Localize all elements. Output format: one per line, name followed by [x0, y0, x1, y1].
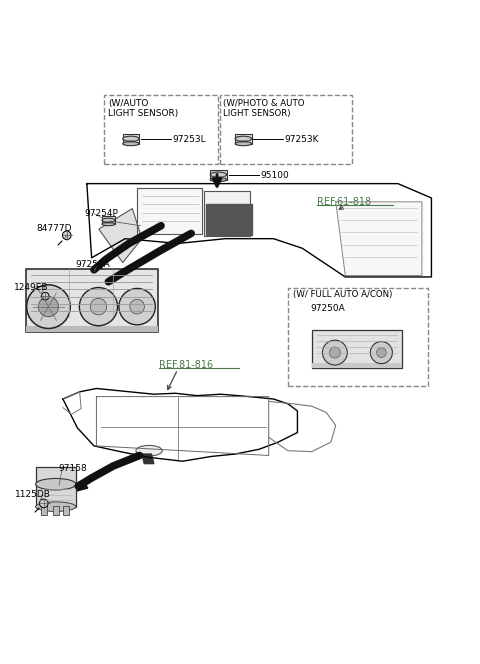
Ellipse shape — [102, 218, 115, 222]
Bar — [102, 216, 115, 224]
Bar — [26, 326, 157, 332]
Ellipse shape — [136, 446, 162, 456]
Circle shape — [130, 299, 144, 314]
Bar — [123, 133, 139, 143]
Text: 95100: 95100 — [261, 171, 289, 179]
Text: REF.61-818: REF.61-818 — [317, 197, 371, 207]
Text: (W/PHOTO & AUTO: (W/PHOTO & AUTO — [223, 99, 305, 108]
Polygon shape — [206, 204, 252, 235]
Ellipse shape — [36, 502, 76, 511]
Circle shape — [39, 499, 48, 508]
Bar — [36, 467, 76, 507]
Circle shape — [329, 347, 340, 358]
Ellipse shape — [235, 141, 252, 145]
Bar — [235, 133, 252, 143]
Ellipse shape — [210, 177, 227, 181]
Polygon shape — [84, 266, 104, 276]
Bar — [288, 288, 428, 386]
Ellipse shape — [102, 222, 115, 226]
Bar — [41, 506, 47, 515]
Circle shape — [90, 298, 107, 315]
Polygon shape — [99, 208, 142, 262]
Bar — [210, 169, 227, 179]
Polygon shape — [204, 191, 250, 236]
Bar — [63, 506, 69, 515]
Text: 97253K: 97253K — [285, 135, 319, 143]
Circle shape — [38, 297, 59, 317]
Ellipse shape — [210, 172, 227, 177]
Bar — [104, 95, 218, 165]
Bar — [220, 95, 351, 165]
Text: 84777D: 84777D — [36, 224, 72, 232]
Text: 97253L: 97253L — [172, 135, 205, 143]
Bar — [26, 269, 157, 332]
Circle shape — [62, 231, 71, 240]
Polygon shape — [99, 278, 120, 289]
Text: 97250A: 97250A — [311, 303, 346, 313]
Bar — [312, 363, 402, 368]
Ellipse shape — [123, 141, 139, 145]
Ellipse shape — [36, 479, 76, 490]
Ellipse shape — [123, 136, 139, 141]
Circle shape — [41, 292, 49, 300]
Circle shape — [371, 341, 393, 364]
Text: 1125DB: 1125DB — [15, 490, 51, 499]
Circle shape — [376, 348, 386, 357]
Polygon shape — [70, 482, 88, 493]
Text: 97158: 97158 — [58, 464, 87, 473]
Circle shape — [26, 285, 70, 329]
Ellipse shape — [235, 136, 252, 141]
Text: LIGHT SENSOR): LIGHT SENSOR) — [223, 110, 291, 118]
Text: 97254P: 97254P — [84, 208, 119, 218]
Bar — [53, 506, 59, 515]
Polygon shape — [336, 202, 422, 276]
Circle shape — [79, 288, 118, 326]
Bar — [312, 330, 402, 368]
Text: 1249EB: 1249EB — [14, 284, 48, 292]
Text: REF.81-816: REF.81-816 — [158, 359, 213, 370]
Text: LIGHT SENSOR): LIGHT SENSOR) — [108, 110, 179, 118]
Circle shape — [323, 340, 347, 365]
Polygon shape — [137, 189, 202, 234]
Text: 97250A: 97250A — [75, 260, 109, 270]
Circle shape — [119, 288, 156, 325]
Text: (W/AUTO: (W/AUTO — [108, 99, 149, 108]
Polygon shape — [142, 454, 154, 463]
Text: (W/ FULL AUTO A/CON): (W/ FULL AUTO A/CON) — [293, 290, 392, 299]
